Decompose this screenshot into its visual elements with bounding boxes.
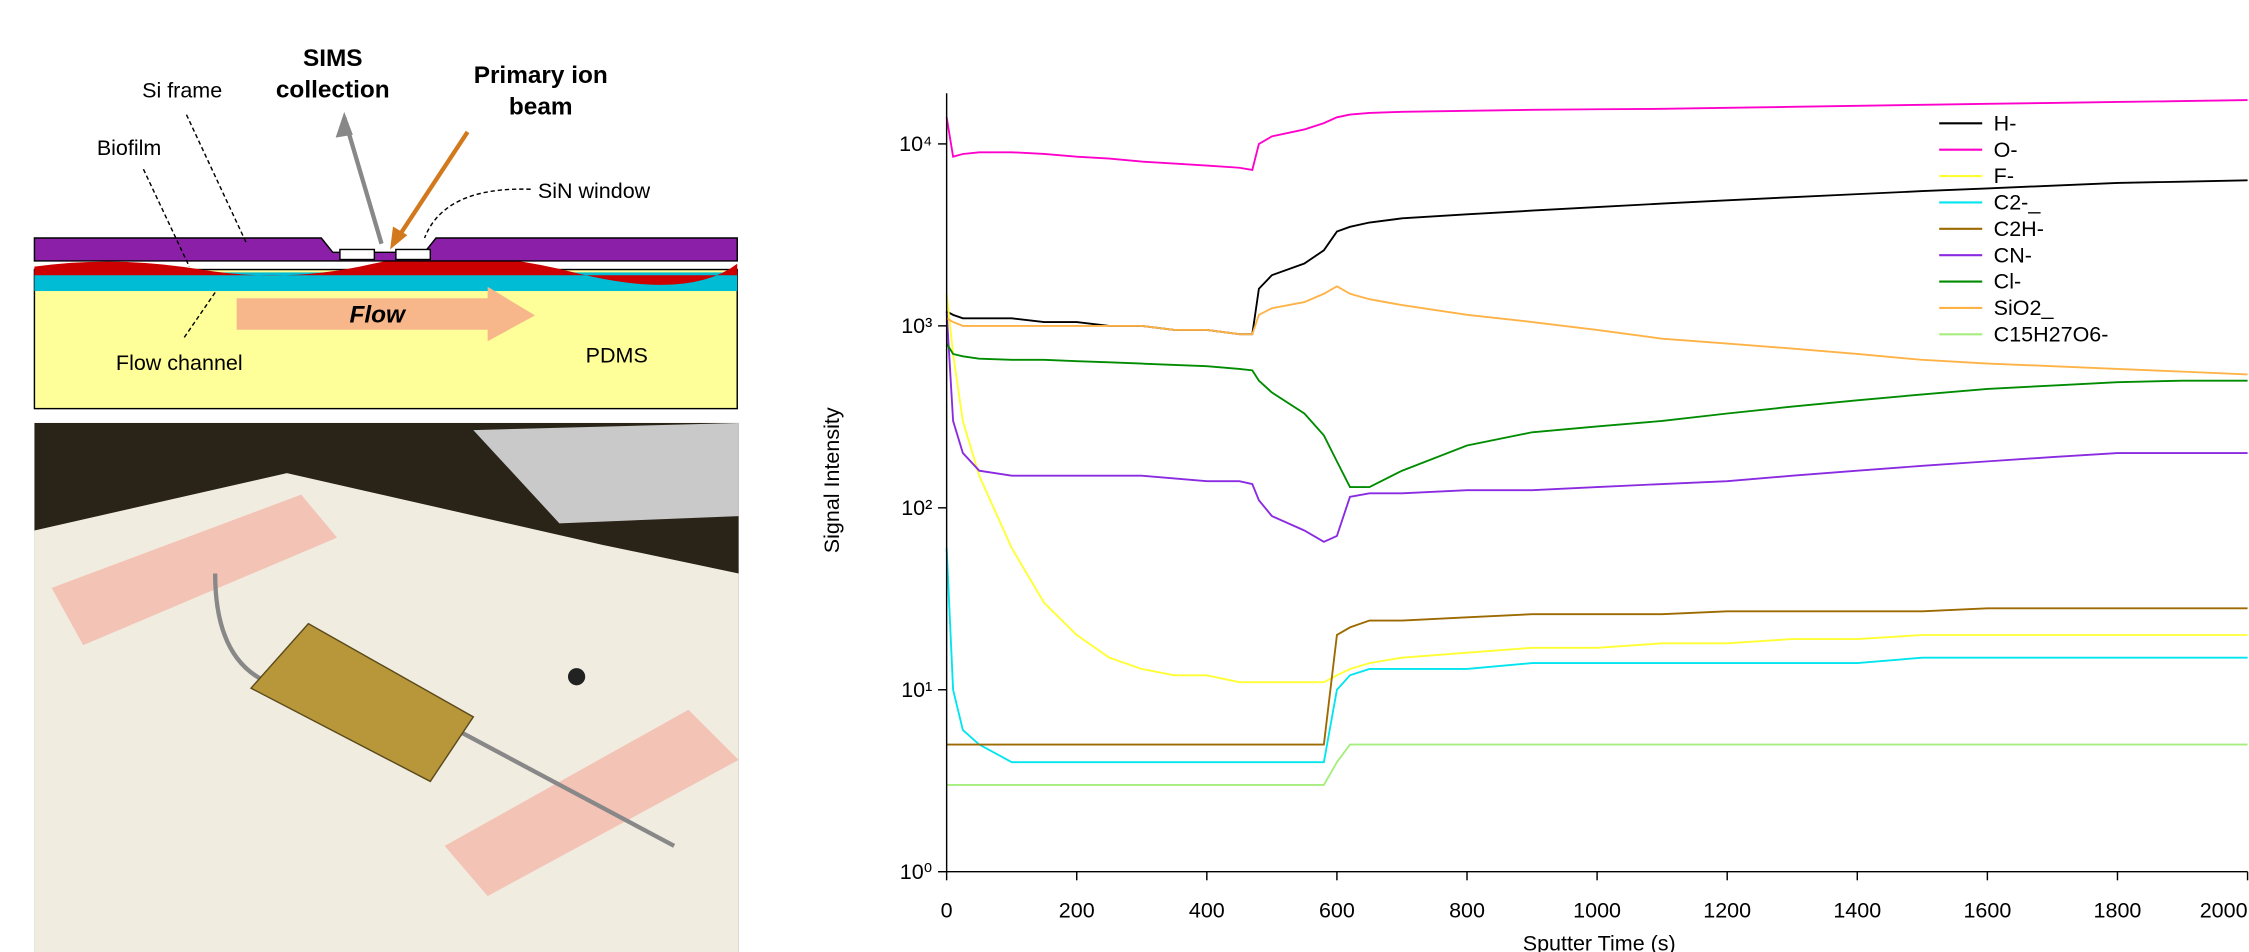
y-tick-label: 10⁴: [899, 132, 932, 156]
series-line: [947, 548, 2248, 762]
leader: [186, 115, 246, 244]
x-tick-label: 400: [1189, 899, 1225, 923]
x-tick-label: 2000: [2200, 899, 2248, 923]
legend-label: H-: [1994, 111, 2017, 135]
label: Biofilm: [97, 136, 162, 160]
legend-label: C2-_: [1994, 191, 2042, 215]
chart: Signal Intensity Sputter Time (s) 10⁰ 10¹…: [820, 93, 2248, 952]
y-tick-label: 10³: [901, 314, 932, 338]
leader: [425, 189, 531, 238]
legend-label: SiO2_: [1994, 296, 2055, 320]
series-line: [947, 100, 2248, 170]
sims-arrow-head: [336, 112, 353, 138]
x-tick-label: 600: [1319, 899, 1355, 923]
legend-label: C2H-: [1994, 217, 2044, 241]
label: SiN window: [538, 179, 651, 203]
hole: [568, 668, 585, 685]
x-tick-label: 200: [1059, 899, 1095, 923]
sin-window: [396, 249, 430, 259]
y-axis-label: Signal Intensity: [820, 407, 844, 553]
series-line: [947, 745, 2248, 785]
legend-label: CN-: [1994, 243, 2032, 267]
x-tick-label: 800: [1449, 899, 1485, 923]
x-tick-label: 1000: [1573, 899, 1621, 923]
y-tick-label: 10⁰: [900, 860, 933, 884]
legend-label: O-: [1994, 138, 2018, 162]
series-line: [947, 344, 2248, 488]
x-tick-label: 1800: [2094, 899, 2142, 923]
x-tick-label: 0: [941, 899, 953, 923]
si-frame: [34, 238, 737, 261]
series-line: [947, 608, 2248, 744]
label: Flow: [349, 302, 407, 329]
sin-window: [340, 249, 374, 259]
page: {"diagram":{"sims_collection":"SIMS coll…: [0, 0, 2249, 952]
label: Si frame: [142, 78, 222, 102]
label: Flow channel: [116, 351, 243, 375]
legend-label: F-: [1994, 164, 2014, 188]
x-tick-label: 1600: [1963, 899, 2011, 923]
figure: SIMScollection Primary ionbeam Si frame …: [0, 0, 2249, 952]
x-axis-label: Sputter Time (s): [1523, 932, 1676, 952]
x-tick-label: 1400: [1833, 899, 1881, 923]
x-tick-label: 1200: [1703, 899, 1751, 923]
label: PDMS: [586, 344, 648, 368]
y-tick-label: 10²: [901, 496, 932, 520]
photo: [34, 423, 738, 952]
legend-label: C15H27O6-: [1994, 323, 2109, 347]
y-tick-label: 10¹: [901, 678, 932, 702]
sims-arrow: [344, 118, 381, 244]
legend-label: Cl-: [1994, 270, 2021, 294]
